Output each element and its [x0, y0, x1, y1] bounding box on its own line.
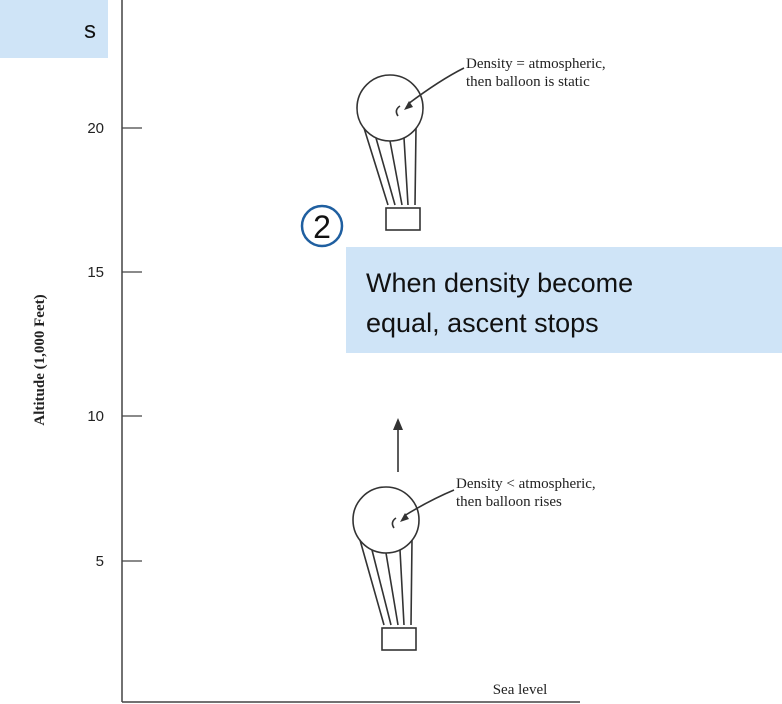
sea-level: Sea level: [493, 682, 548, 698]
callout-text: When density become: [366, 268, 633, 298]
tick-label: 15: [87, 264, 104, 281]
slide: s 20 15 10 5 Altitude (1,000 Feet) Densi…: [0, 0, 782, 704]
annotation: then balloon rises: [456, 494, 562, 510]
axis-label: Altitude (1,000 Feet): [32, 294, 48, 425]
step-number: 2: [313, 209, 331, 245]
annotation: Density = atmospheric,: [466, 56, 606, 72]
annotation: then balloon is static: [466, 74, 590, 90]
top-box-text: s: [84, 17, 96, 44]
tick-label: 20: [87, 120, 104, 137]
annotation: Density < atmospheric,: [456, 476, 596, 492]
tick-label: 10: [87, 408, 104, 425]
callout-text: equal, ascent stops: [366, 308, 599, 338]
tick-label: 5: [96, 553, 104, 570]
